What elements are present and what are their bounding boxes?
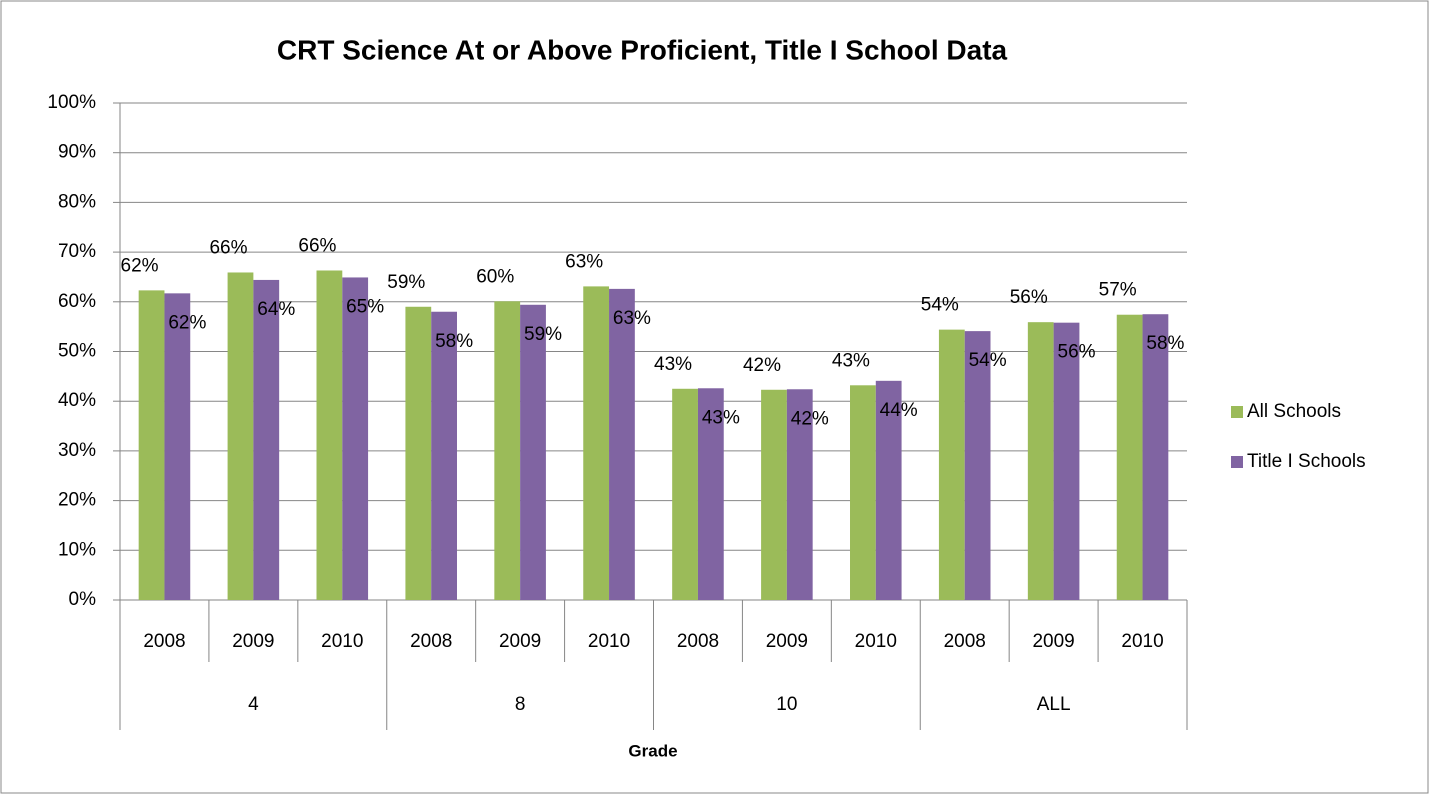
data-label: 60% (476, 266, 514, 287)
data-label: 56% (1010, 287, 1048, 308)
data-label: 63% (613, 308, 651, 329)
y-tick-label: 30% (58, 440, 96, 461)
data-label: 66% (298, 236, 336, 257)
y-tick-label: 10% (58, 539, 96, 560)
y-tick-label: 100% (47, 92, 96, 113)
bar (1027, 322, 1054, 600)
data-label: 66% (209, 237, 247, 258)
data-label: 43% (832, 350, 870, 371)
bar (227, 272, 254, 600)
bar (520, 304, 546, 600)
data-label: 43% (702, 407, 740, 428)
bar (342, 277, 369, 600)
bar (431, 311, 457, 600)
bar (609, 288, 635, 600)
bar (316, 270, 343, 600)
bar (697, 388, 724, 600)
bar (1116, 314, 1143, 600)
x-tick-label: 2010 (588, 631, 630, 652)
bar (761, 389, 787, 600)
group-label: ALL (1037, 694, 1071, 715)
data-label: 62% (121, 255, 159, 276)
y-tick-label: 80% (58, 191, 96, 212)
y-tick-label: 90% (58, 142, 96, 163)
y-tick-label: 60% (58, 291, 96, 312)
y-tick-label: 70% (58, 241, 96, 262)
x-tick-label: 2008 (944, 631, 986, 652)
x-tick-label: 2008 (143, 631, 185, 652)
y-tick-label: 50% (58, 341, 96, 362)
x-tick-label: 2009 (499, 631, 541, 652)
data-label: 59% (387, 272, 425, 293)
data-label: 42% (791, 408, 829, 429)
x-tick-label: 2010 (1121, 631, 1163, 652)
x-tick-label: 2009 (766, 631, 808, 652)
data-label: 64% (257, 299, 295, 320)
x-tick-label: 2010 (855, 631, 897, 652)
x-tick-label: 2009 (1032, 631, 1074, 652)
bar (850, 385, 876, 600)
legend-swatch (1231, 456, 1243, 468)
legend-label: Title I Schools (1247, 451, 1366, 472)
chart-title: CRT Science At or Above Proficient, Titl… (277, 34, 1008, 65)
bar (1142, 314, 1169, 600)
x-tick-label: 2010 (321, 631, 363, 652)
data-label: 44% (880, 400, 918, 421)
data-label: 54% (921, 295, 959, 316)
group-label: 10 (776, 694, 797, 715)
legend-label: All Schools (1247, 401, 1341, 422)
bar (1053, 322, 1080, 600)
y-tick-label: 40% (58, 390, 96, 411)
data-label: 54% (969, 350, 1007, 371)
data-label: 65% (346, 296, 384, 317)
group-label: 8 (515, 694, 526, 715)
legend-swatch (1231, 406, 1243, 418)
group-label: 4 (248, 694, 259, 715)
data-label: 57% (1099, 280, 1137, 301)
x-tick-label: 2009 (232, 631, 274, 652)
data-label: 56% (1058, 342, 1096, 363)
bar (164, 293, 191, 600)
bar (138, 290, 165, 600)
bar (405, 306, 432, 600)
bar (786, 389, 813, 600)
bar (938, 329, 965, 600)
x-tick-label: 2008 (677, 631, 719, 652)
bar (583, 286, 610, 600)
data-label: 42% (743, 355, 781, 376)
y-tick-label: 0% (69, 589, 97, 610)
data-label: 58% (435, 331, 473, 352)
data-label: 58% (1146, 333, 1184, 354)
bar (672, 388, 698, 600)
x-axis-title: Grade (628, 741, 677, 760)
data-label: 62% (168, 312, 206, 333)
data-label: 63% (565, 251, 603, 272)
data-label: 59% (524, 324, 562, 345)
bar (253, 279, 280, 600)
x-tick-label: 2008 (410, 631, 452, 652)
y-tick-label: 20% (58, 490, 96, 511)
bar (875, 380, 902, 600)
bar (964, 331, 991, 600)
bar (494, 301, 521, 600)
data-label: 43% (654, 354, 692, 375)
